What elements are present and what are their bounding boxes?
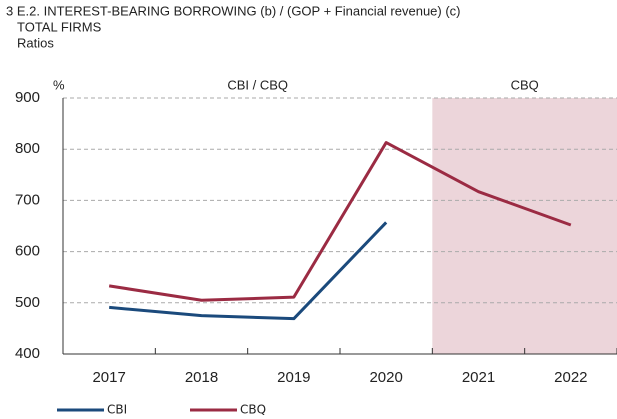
x-tick-label: 2021	[462, 369, 495, 386]
annotation: CBI / CBQ	[227, 77, 288, 92]
y-tick-label: 600	[15, 243, 40, 260]
annotation: CBQ	[511, 77, 539, 92]
line-series	[109, 221, 388, 321]
x-tick-label: 2022	[554, 369, 587, 386]
y-tick-label: 800	[15, 140, 40, 157]
x-tick-label: 2017	[92, 369, 125, 386]
line-series	[108, 141, 572, 302]
x-tick-label: 2020	[369, 369, 402, 386]
y-tick-label: 400	[15, 345, 40, 362]
x-tick-label: 2018	[185, 369, 218, 386]
y-tick-label: 500	[15, 294, 40, 311]
legend-label: CBI	[107, 403, 127, 417]
y-tick-label: 900	[15, 89, 40, 106]
x-tick-label: 2019	[277, 369, 310, 386]
shaded-region	[432, 98, 617, 354]
y-tick-label: 700	[15, 191, 40, 208]
y-label: Ratios	[17, 35, 54, 50]
chart-subtitle: TOTAL FIRMS	[17, 19, 102, 34]
legend-label: CBQ	[240, 403, 266, 417]
chart-title: 3 E.2. INTEREST-BEARING BORROWING (b) / …	[6, 3, 461, 18]
unit-label: %	[53, 77, 65, 92]
